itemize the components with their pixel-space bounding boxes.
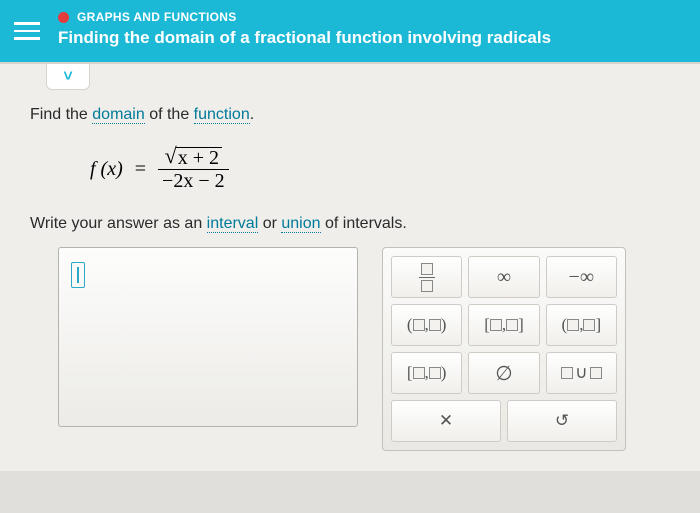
- input-cursor: [71, 262, 85, 288]
- record-icon: [58, 12, 69, 23]
- expand-toggle[interactable]: ˅: [46, 64, 90, 90]
- keyword-union[interactable]: union: [281, 215, 320, 233]
- palette-clear-button[interactable]: ✕: [391, 400, 501, 442]
- section-label: GRAPHS AND FUNCTIONS: [58, 10, 551, 24]
- menu-icon[interactable]: [14, 18, 40, 44]
- keyword-function[interactable]: function: [194, 106, 250, 124]
- chevron-down-icon: ˅: [63, 68, 72, 86]
- symbol-palette: ∞ −∞ (,) [,] (,] [,) ∅ ∪: [382, 247, 626, 451]
- palette-neg-infinity-button[interactable]: −∞: [546, 256, 617, 298]
- palette-undo-button[interactable]: ↺: [507, 400, 617, 442]
- palette-fraction-button[interactable]: [391, 256, 462, 298]
- work-row: ∞ −∞ (,) [,] (,] [,) ∅ ∪: [30, 247, 670, 451]
- palette-union-button[interactable]: ∪: [546, 352, 617, 394]
- formula-radicand: x + 2: [176, 147, 222, 168]
- formula: f (x) = √ x + 2 −2x − 2: [90, 146, 670, 193]
- formula-denominator: −2x − 2: [158, 170, 229, 193]
- header-text: GRAPHS AND FUNCTIONS Finding the domain …: [58, 10, 551, 48]
- section-text: GRAPHS AND FUNCTIONS: [77, 10, 237, 24]
- content-area: ˅ Find the domain of the function. f (x)…: [0, 62, 700, 471]
- instruction-text-2: Write your answer as an interval or unio…: [30, 215, 670, 233]
- palette-open-open-button[interactable]: (,): [391, 304, 462, 346]
- page-title: Finding the domain of a fractional funct…: [58, 28, 551, 48]
- page-header: GRAPHS AND FUNCTIONS Finding the domain …: [0, 0, 700, 62]
- palette-empty-set-button[interactable]: ∅: [468, 352, 539, 394]
- formula-lhs: f (x): [90, 158, 123, 181]
- palette-closed-closed-button[interactable]: [,]: [468, 304, 539, 346]
- palette-closed-open-button[interactable]: [,): [391, 352, 462, 394]
- answer-input[interactable]: [58, 247, 358, 427]
- undo-icon: ↺: [555, 411, 569, 431]
- formula-eq: =: [135, 158, 146, 181]
- keyword-domain[interactable]: domain: [92, 106, 144, 124]
- close-icon: ✕: [439, 411, 453, 431]
- keyword-interval[interactable]: interval: [207, 215, 259, 233]
- fraction-icon: [419, 263, 435, 292]
- instruction-text: Find the domain of the function.: [30, 106, 670, 124]
- formula-numerator: √ x + 2: [161, 146, 226, 169]
- formula-fraction: √ x + 2 −2x − 2: [158, 146, 229, 193]
- palette-open-closed-button[interactable]: (,]: [546, 304, 617, 346]
- palette-infinity-button[interactable]: ∞: [468, 256, 539, 298]
